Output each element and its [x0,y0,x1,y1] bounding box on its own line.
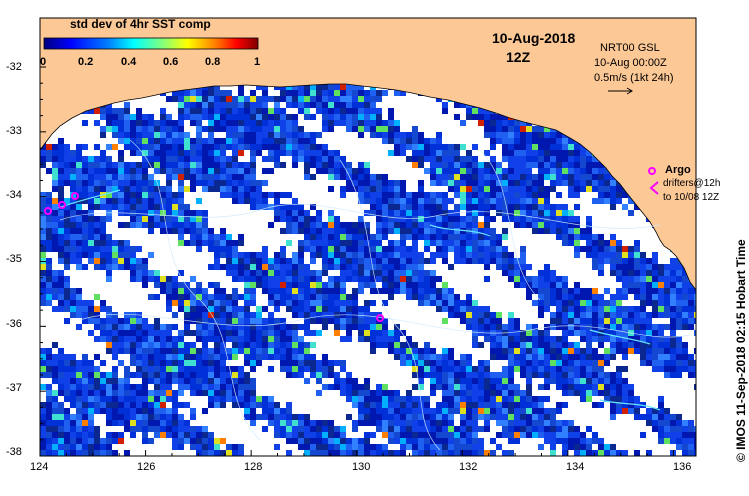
velocity-scale-arrow [608,87,633,95]
plot-frame [39,17,697,457]
colorbar [43,37,259,50]
latitude-tick-label: -36 [6,318,22,330]
longitude-tick-label: 130 [352,461,371,473]
latitude-tick-label: -34 [6,189,22,201]
date-title: 10-Aug-2018 [492,30,576,46]
latitude-tick-label: -32 [6,61,22,73]
latitude-tick-label: -35 [6,253,22,265]
legend-scale: 0.5m/s (1kt 24h) [594,72,674,84]
longitude-tick-label: 128 [244,461,263,473]
longitude-tick-label: 136 [673,461,692,473]
latitude-tick-label: -33 [6,125,22,137]
longitude-tick-label: 134 [566,461,585,473]
argo-floats [44,167,656,322]
longitude-tick-label: 132 [459,461,478,473]
colorbar-tick-label: 0.4 [121,56,137,68]
time-title: 12Z [506,49,531,65]
drifter-range: to 10/08 12Z [663,192,720,203]
colorbar-tick-label: 0 [40,56,47,68]
latitude-tick-label: -38 [6,446,22,458]
latitude-tick-label: -37 [6,382,22,394]
colorbar-tick-label: 0.2 [78,56,94,68]
legend-model-time: 10-Aug 00:00Z [594,57,667,69]
land-mass [40,18,696,291]
colorbar-tick-label: 0.8 [205,56,221,68]
argo-label: Argo [665,164,691,176]
longitude-tick-label: 126 [137,461,156,473]
contour-lines [59,139,691,451]
credit-text: © IMOS 11-Sep-2018 02:15 Hobart Time [734,239,748,462]
drifter-label: drifters@12h [663,178,721,189]
colorbar-title: std dev of 4hr SST comp [70,17,211,31]
x-axis-ticks [39,450,674,456]
legend-model: NRT00 GSL [600,42,660,54]
drifter-symbol [649,181,659,195]
colorbar-tick-label: 1 [254,56,261,68]
longitude-tick-label: 124 [30,461,49,473]
y-axis-ticks [40,66,46,457]
colorbar-tick-label: 0.6 [163,56,179,68]
